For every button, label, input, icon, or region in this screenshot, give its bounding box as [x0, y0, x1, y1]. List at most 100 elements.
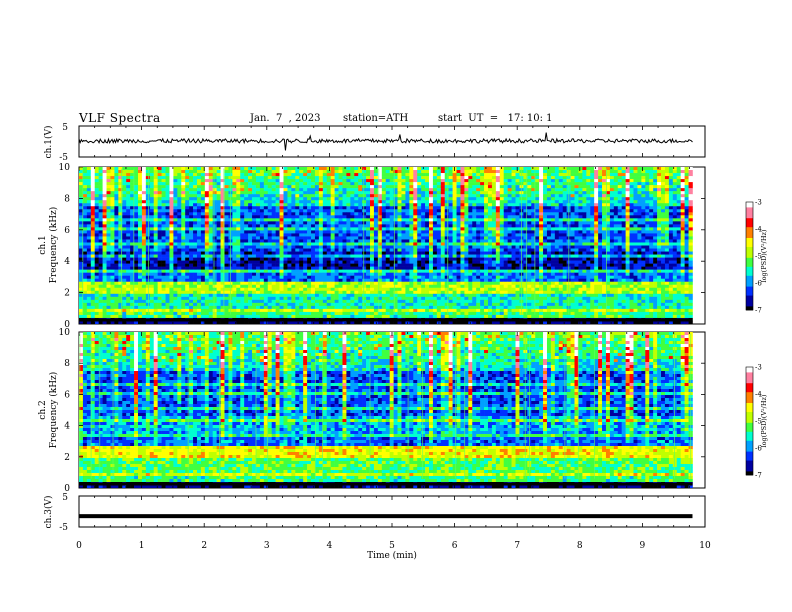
- spectrogram-cell: [193, 185, 198, 189]
- spectrogram-cell: [688, 233, 693, 237]
- spectrogram-cell: [86, 185, 92, 189]
- spectrogram-cell: [224, 230, 229, 234]
- ch1-spectrogram: [79, 167, 693, 324]
- spectrogram-cell: [550, 221, 556, 225]
- spectrogram-cell: [668, 197, 674, 201]
- spectrogram-cell: [523, 209, 528, 213]
- spectrogram-cell: [535, 254, 540, 258]
- spectrogram-cell: [672, 224, 678, 228]
- spectrogram-cell: [204, 257, 210, 261]
- spectrogram-cell: [495, 257, 501, 261]
- spectrogram-cell: [381, 251, 387, 255]
- spectrogram-cell: [381, 206, 387, 210]
- spectrogram-cell: [342, 251, 347, 255]
- spectrogram-cell: [539, 185, 544, 189]
- spectrogram-cell: [539, 242, 544, 246]
- spectrogram-cell: [177, 242, 182, 246]
- spectrogram-cell: [236, 242, 241, 246]
- spectrogram-cell: [523, 185, 528, 189]
- spectrogram-cell: [200, 224, 206, 228]
- spectrogram-cell: [554, 203, 560, 207]
- spectrogram-cell: [641, 212, 646, 216]
- spectrogram-cell: [511, 206, 516, 210]
- spectrogram-cell: [98, 236, 103, 240]
- spectrogram-cell: [216, 203, 221, 207]
- spectrogram-cell: [326, 209, 331, 213]
- spectrogram-cell: [405, 173, 410, 177]
- spectrogram-cell: [684, 224, 689, 228]
- spectrogram-cell: [370, 260, 375, 264]
- spectrogram-cell: [259, 170, 265, 174]
- spectrogram-cell: [102, 206, 107, 210]
- spectrogram-cell: [641, 260, 646, 264]
- spectrogram-cell: [299, 242, 304, 246]
- spectrogram-cell: [118, 191, 123, 195]
- spectrogram-cell: [637, 251, 642, 255]
- spectrogram-cell: [515, 242, 520, 246]
- spectrogram-cell: [491, 224, 497, 228]
- spectrogram-cell: [668, 191, 674, 195]
- spectrogram-cell: [558, 173, 563, 177]
- spectrogram-cell: [452, 197, 457, 201]
- spectrogram-cell: [311, 191, 316, 195]
- spectrogram-cell: [653, 251, 658, 255]
- spectrogram-cell: [460, 167, 465, 171]
- spectrogram-cell: [633, 248, 638, 252]
- spectrogram-cell: [255, 194, 261, 198]
- spectrogram-cell: [102, 254, 107, 258]
- spectrogram-cell: [633, 176, 638, 180]
- spectrogram-cell: [338, 191, 343, 195]
- spectrogram-cell: [570, 230, 575, 234]
- spectrogram-cell: [177, 188, 182, 192]
- spectrogram-cell: [523, 260, 528, 264]
- spectrogram-cell: [126, 230, 131, 234]
- spectrogram-cell: [358, 200, 363, 204]
- spectrogram-cell: [314, 185, 320, 189]
- spectrogram-cell: [90, 209, 96, 213]
- spectrogram-cell: [661, 176, 666, 180]
- spectrogram-cell: [185, 257, 190, 261]
- spectrogram-cell: [318, 203, 324, 207]
- spectrogram-cell: [314, 212, 320, 216]
- spectrogram-cell: [429, 209, 434, 213]
- spectrogram-cell: [613, 185, 619, 189]
- spectrogram-cell: [173, 227, 178, 231]
- spectrogram-cell: [594, 215, 599, 219]
- spectrogram-cell: [137, 191, 143, 195]
- spectrogram-cell: [86, 176, 92, 180]
- spectrogram-cell: [535, 182, 540, 186]
- spectrogram-cell: [346, 200, 351, 204]
- spectrogram-cell: [307, 212, 312, 216]
- spectrogram-cell: [271, 209, 276, 213]
- spectrogram-cell: [657, 200, 662, 204]
- spectrogram-cell: [98, 230, 103, 234]
- spectrogram-cell: [684, 203, 689, 207]
- spectrogram-cell: [216, 218, 221, 222]
- spectrogram-cell: [523, 218, 528, 222]
- spectrogram-cell: [181, 212, 186, 216]
- spectrogram-cell: [472, 218, 477, 222]
- spectrogram-cell: [554, 230, 560, 234]
- spectrogram-cell: [263, 239, 269, 243]
- spectrogram-cell: [617, 182, 622, 186]
- spectrogram-cell: [653, 248, 658, 252]
- spectrogram-cell: [165, 179, 170, 183]
- spectrogram-cell: [425, 170, 430, 174]
- spectrogram-cell: [326, 260, 331, 264]
- spectrogram-cell: [515, 239, 520, 243]
- spectrogram-cell: [311, 176, 316, 180]
- spectrogram-cell: [259, 245, 265, 249]
- spectrogram-cell: [366, 221, 371, 225]
- spectrogram-cell: [413, 233, 418, 237]
- spectrogram-cell: [385, 179, 390, 183]
- spectrogram-cell: [590, 179, 595, 183]
- spectrogram-cell: [157, 221, 162, 225]
- spectrogram-cell: [546, 167, 552, 171]
- spectrogram-cell: [574, 224, 579, 228]
- spectrogram-cell: [110, 236, 115, 240]
- spectrogram-cell: [173, 188, 178, 192]
- spectrogram-cell: [82, 203, 88, 207]
- spectrogram-cell: [267, 209, 272, 213]
- spectrogram-cell: [381, 257, 387, 261]
- spectrogram-cell: [661, 191, 666, 195]
